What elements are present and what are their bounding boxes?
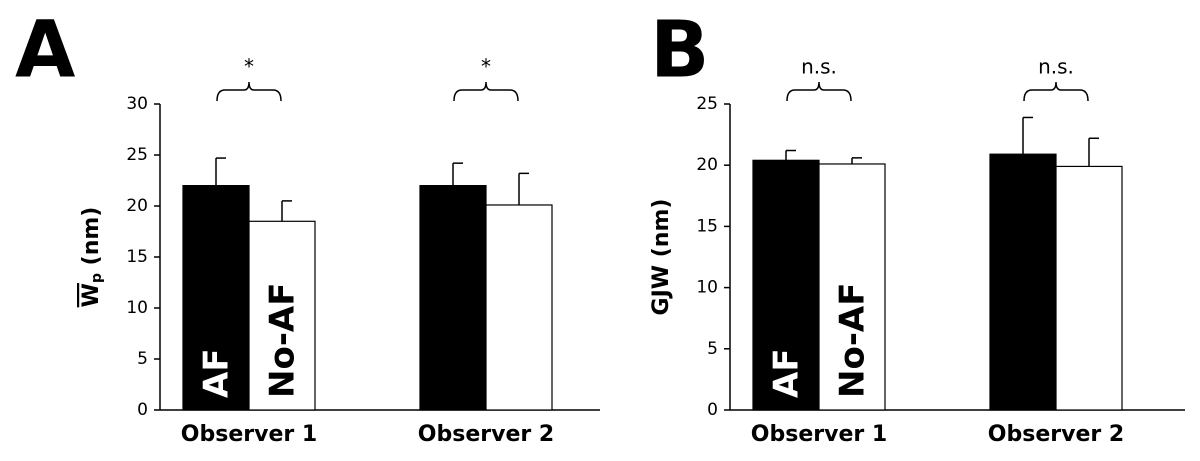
series-label: AF bbox=[767, 348, 807, 398]
y-tick-label: 20 bbox=[126, 196, 148, 216]
panel-label: B bbox=[650, 5, 709, 95]
y-tick-label: 0 bbox=[137, 400, 148, 420]
y-tick-label: 0 bbox=[707, 400, 718, 420]
series-label: No-AF bbox=[833, 283, 873, 398]
y-tick-label: 25 bbox=[126, 145, 148, 165]
x-tick-label: Observer 1 bbox=[181, 422, 317, 447]
y-axis-label: GJW (nm) bbox=[649, 199, 674, 316]
x-tick-label: Observer 1 bbox=[751, 422, 887, 447]
y-tick-label: 15 bbox=[696, 216, 718, 236]
series-label: AF bbox=[197, 348, 237, 398]
panel-label: A bbox=[15, 5, 75, 95]
y-tick-label: 5 bbox=[137, 349, 148, 369]
bar bbox=[248, 220, 316, 411]
significance-label: * bbox=[481, 55, 491, 79]
y-tick-label: 25 bbox=[696, 94, 718, 114]
y-axis-label-part: W bbox=[79, 283, 104, 307]
y-axis-label-part: GJW (nm) bbox=[649, 199, 674, 316]
significance-label: n.s. bbox=[1038, 55, 1074, 79]
y-tick-label: 10 bbox=[126, 298, 148, 318]
significance-label: n.s. bbox=[801, 55, 837, 79]
bar bbox=[485, 204, 553, 411]
y-tick-label: 15 bbox=[126, 247, 148, 267]
y-tick-label: 5 bbox=[707, 339, 718, 359]
y-axis-label-part: p bbox=[89, 273, 105, 283]
y-axis-label: Wp (nm) bbox=[79, 207, 105, 308]
bar bbox=[419, 185, 487, 411]
bar bbox=[182, 185, 250, 411]
significance-label: * bbox=[244, 55, 254, 79]
bar bbox=[989, 153, 1057, 411]
x-tick-label: Observer 2 bbox=[418, 422, 554, 447]
y-tick-label: 30 bbox=[126, 94, 148, 114]
series-label: No-AF bbox=[263, 283, 303, 398]
bar bbox=[818, 163, 886, 411]
bar bbox=[1055, 165, 1123, 411]
x-tick-label: Observer 2 bbox=[988, 422, 1124, 447]
bar bbox=[752, 159, 820, 411]
bracket bbox=[216, 81, 282, 102]
y-axis-label-part: (nm) bbox=[79, 207, 104, 273]
y-tick-label: 20 bbox=[696, 155, 718, 175]
bracket bbox=[453, 81, 519, 102]
bracket bbox=[1023, 81, 1089, 102]
bracket bbox=[786, 81, 852, 102]
y-tick-label: 10 bbox=[696, 278, 718, 298]
